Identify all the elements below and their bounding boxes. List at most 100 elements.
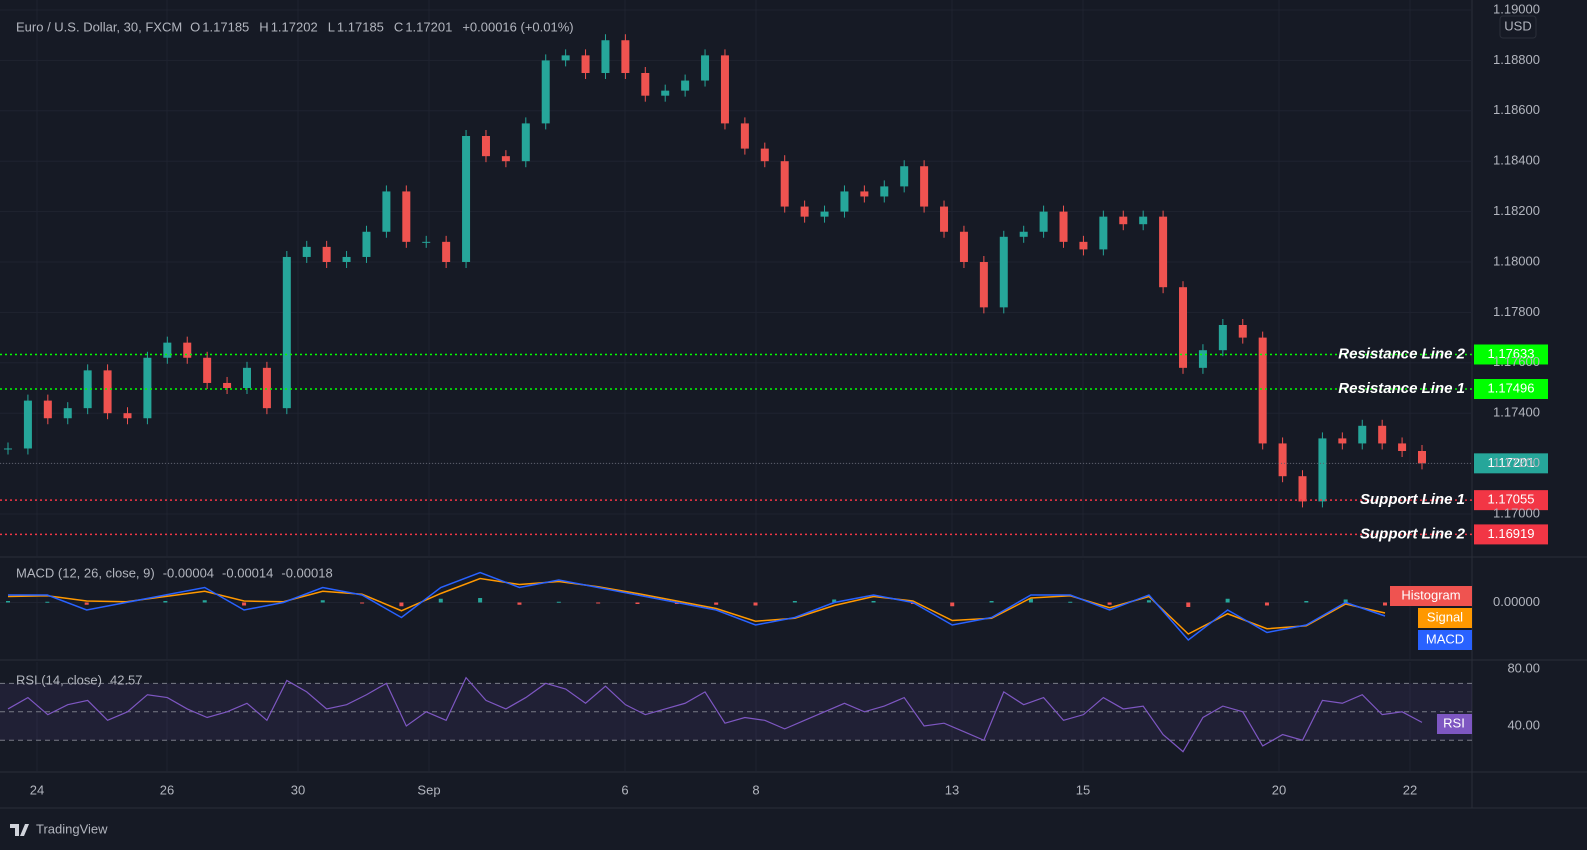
candle bbox=[1418, 451, 1426, 464]
histogram-bar bbox=[1264, 602, 1269, 606]
series-badge bbox=[1437, 714, 1472, 734]
candle bbox=[183, 342, 192, 358]
candle bbox=[521, 123, 530, 162]
macd-line bbox=[8, 571, 1386, 642]
histogram-bar bbox=[871, 601, 876, 603]
candle bbox=[203, 357, 212, 383]
currency-box bbox=[1499, 15, 1537, 39]
candle bbox=[1398, 443, 1407, 451]
histogram-bar bbox=[163, 601, 168, 603]
level-value: 1.17633 bbox=[1488, 346, 1535, 361]
candle bbox=[362, 231, 371, 257]
candle bbox=[1318, 438, 1327, 502]
ohlc-value: 1.17185 bbox=[337, 19, 384, 34]
candle bbox=[1198, 350, 1207, 368]
candle bbox=[1258, 337, 1267, 444]
y-tick-label: 1.17000 bbox=[1493, 505, 1540, 520]
series-badge bbox=[1418, 630, 1472, 650]
candle bbox=[561, 55, 570, 61]
ohlc-value: 1.17202 bbox=[271, 19, 318, 34]
x-tick-label: 24 bbox=[30, 782, 44, 797]
candle bbox=[462, 136, 471, 262]
y-tick-label: 40.00 bbox=[1507, 717, 1540, 732]
marks bbox=[4, 34, 1426, 753]
candle bbox=[1358, 425, 1367, 444]
ohlc-label: O bbox=[190, 19, 200, 34]
change: +0.00016 (+0.01%) bbox=[462, 19, 573, 34]
candle bbox=[800, 206, 809, 217]
candle bbox=[780, 161, 789, 207]
macd-last: -0.00018 bbox=[281, 565, 332, 580]
level-value: 1.17496 bbox=[1488, 380, 1535, 395]
histogram-bar bbox=[6, 601, 10, 603]
candle bbox=[1338, 438, 1347, 444]
candle bbox=[1298, 476, 1307, 502]
candle bbox=[641, 73, 650, 96]
x-tick-label: 20 bbox=[1272, 782, 1286, 797]
candle bbox=[820, 211, 829, 217]
level-badge bbox=[1474, 490, 1548, 511]
series-badge bbox=[1390, 586, 1472, 606]
level-value: 1.16919 bbox=[1488, 526, 1535, 541]
candle bbox=[999, 236, 1008, 308]
histogram-bar bbox=[1028, 598, 1033, 603]
series-name: MACD bbox=[1426, 631, 1464, 646]
candle bbox=[163, 342, 172, 358]
candle bbox=[681, 80, 690, 91]
level-name: Resistance Line 1 bbox=[1338, 380, 1465, 397]
currency: USD bbox=[1504, 18, 1531, 33]
candle bbox=[143, 357, 152, 419]
symbol: Euro / U.S. Dollar, 30, FXCM bbox=[16, 19, 182, 34]
x-tick-label: 13 bbox=[945, 782, 959, 797]
candle bbox=[242, 367, 251, 388]
candle bbox=[83, 370, 92, 409]
candle bbox=[103, 370, 112, 414]
macd-last: -0.00004 bbox=[163, 565, 214, 580]
histogram-bar bbox=[360, 602, 365, 604]
level-value: 1.17055 bbox=[1488, 492, 1535, 507]
histogram-bar bbox=[556, 601, 561, 603]
histogram-bar bbox=[989, 601, 994, 603]
series-badge bbox=[1418, 608, 1472, 628]
ohlc-value: 1.17201 bbox=[405, 19, 452, 34]
level-badge bbox=[1474, 379, 1548, 400]
candle bbox=[979, 262, 988, 308]
x-tick-label: 8 bbox=[752, 782, 759, 797]
series-name: Signal bbox=[1427, 609, 1463, 624]
candle bbox=[322, 246, 331, 262]
rsi-title: RSI (14, close) bbox=[16, 672, 102, 687]
candle bbox=[940, 206, 949, 232]
grid bbox=[0, 0, 1472, 772]
candle bbox=[581, 55, 590, 73]
y-tick-label: 1.18800 bbox=[1493, 52, 1540, 67]
candle bbox=[63, 408, 72, 419]
ohlc-label: C bbox=[394, 19, 403, 34]
histogram-bar bbox=[792, 601, 797, 603]
ohlc-value: 1.17185 bbox=[202, 19, 249, 34]
candle bbox=[541, 60, 550, 124]
histogram-bar bbox=[1146, 600, 1151, 603]
candle bbox=[481, 136, 490, 157]
y-tick-label: 1.17800 bbox=[1493, 304, 1540, 319]
candle bbox=[661, 90, 670, 96]
candle bbox=[1039, 211, 1048, 232]
y-tick-label: 1.17600 bbox=[1493, 354, 1540, 369]
histogram-bar bbox=[950, 602, 955, 607]
y-tick-label: 1.18600 bbox=[1493, 102, 1540, 117]
histogram-bar bbox=[438, 598, 443, 603]
candle bbox=[1159, 216, 1168, 288]
candle bbox=[1059, 211, 1068, 242]
candle bbox=[959, 231, 968, 262]
brand: TradingView bbox=[36, 821, 108, 836]
candle bbox=[840, 191, 849, 212]
candle bbox=[422, 241, 431, 243]
candle bbox=[1079, 241, 1088, 250]
x-tick-label: 6 bbox=[621, 782, 628, 797]
ohlc-label: L bbox=[328, 19, 335, 34]
histogram-bar bbox=[596, 602, 601, 604]
level-name: Resistance Line 2 bbox=[1338, 345, 1465, 362]
ohlc-label: H bbox=[259, 19, 268, 34]
y-tick-label: 1.17400 bbox=[1493, 405, 1540, 420]
